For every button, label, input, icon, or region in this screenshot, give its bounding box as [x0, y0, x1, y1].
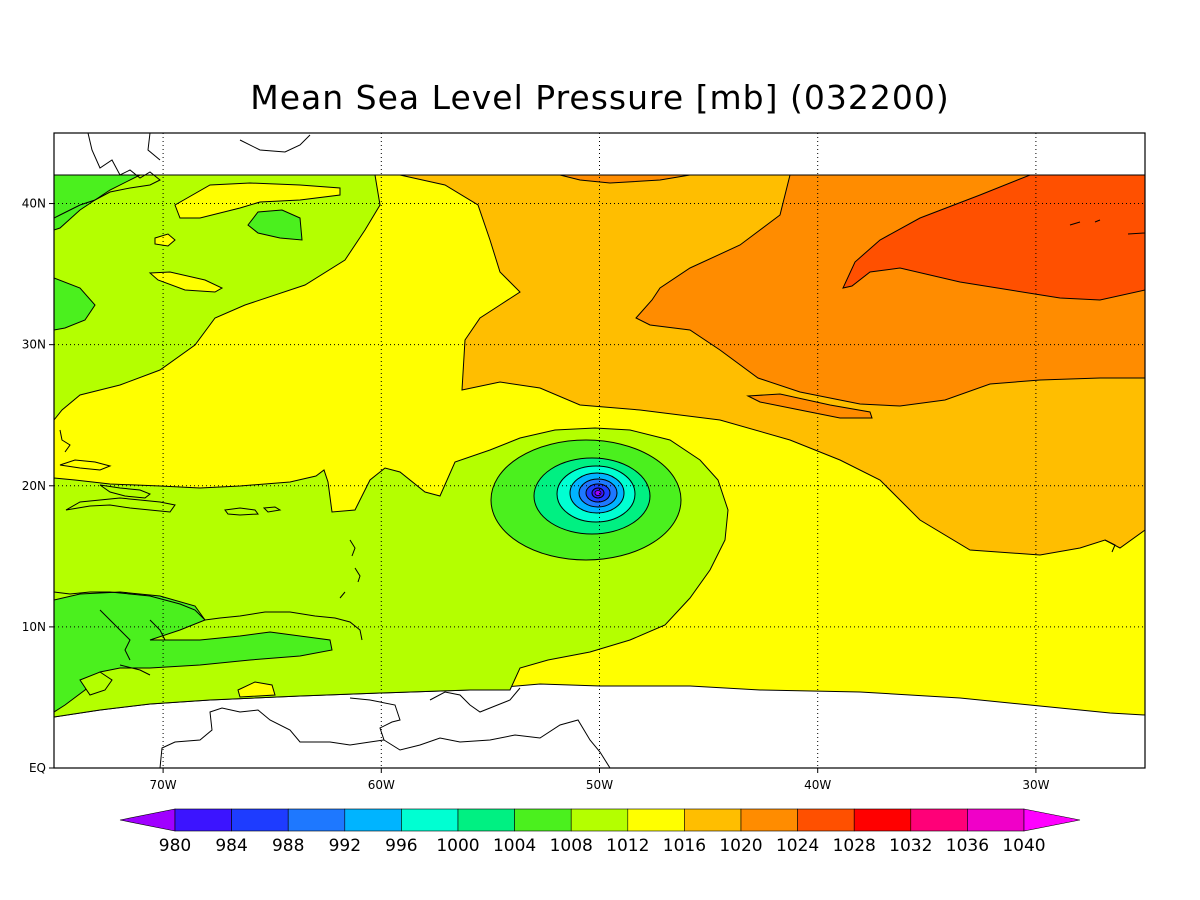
band-1024-1028 — [842, 174, 1145, 301]
colorbar-box — [570, 808, 629, 832]
colorbar-label: 1008 — [550, 836, 593, 856]
colorbar-label: 1024 — [776, 836, 819, 856]
low-center — [594, 490, 602, 496]
band-1012-pocket-2 — [154, 233, 176, 247]
band-1004-1008-nw3 — [54, 277, 96, 331]
colorbar-label: 1012 — [606, 836, 649, 856]
band-1012-pocket-3 — [174, 182, 341, 219]
y-tick-label: 10N — [22, 620, 46, 634]
colorbar-box — [231, 808, 289, 832]
colorbar-box — [401, 808, 459, 832]
colorbar-label: 1004 — [493, 836, 536, 856]
y-tick-label: 40N — [22, 197, 46, 211]
x-tick-label: 70W — [150, 778, 177, 792]
colorbar-box — [344, 808, 402, 832]
colorbar: 980 984 988 992 996 1000 1004 1008 1012 1016 1020 1… — [119, 808, 1081, 856]
colorbar-box — [627, 808, 685, 832]
colorbar-label: 1016 — [663, 836, 706, 856]
coastlines — [54, 133, 1145, 768]
band-1020-1024-north — [559, 174, 691, 184]
colorbar-label: 1020 — [719, 836, 762, 856]
colorbar-box — [740, 808, 798, 832]
colorbar-box — [287, 808, 346, 832]
x-tick-label: 40W — [804, 778, 831, 792]
colorbar-min-arrow — [119, 808, 176, 832]
x-tick-label: 50W — [586, 778, 613, 792]
colorbar-label: 996 — [385, 836, 417, 856]
colorbar-box — [514, 808, 572, 832]
colorbar-box — [910, 808, 968, 832]
y-tick-label: EQ — [29, 761, 46, 775]
colorbar-box — [797, 808, 855, 832]
colorbar-box — [967, 808, 1025, 832]
colorbar-box — [457, 808, 515, 832]
band-1004-1008-nw1 — [247, 209, 303, 241]
y-tick-label: 30N — [22, 338, 46, 352]
colorbar-label: 1036 — [946, 836, 989, 856]
colorbar-label: 1032 — [889, 836, 932, 856]
colorbar-label: 992 — [329, 836, 361, 856]
colorbar-max-arrow — [1023, 808, 1081, 832]
x-axis-ticks: 70W 60W 50W 40W 30W — [150, 768, 1050, 792]
y-axis-ticks: EQ 10N 20N 30N 40N — [22, 197, 54, 775]
colorbar-box — [174, 808, 232, 832]
x-tick-label: 30W — [1022, 778, 1049, 792]
x-tick-label: 60W — [368, 778, 395, 792]
band-1020-1024-spot — [746, 393, 873, 419]
chart-title: Mean Sea Level Pressure [mb] (032200) — [250, 78, 950, 117]
colorbar-box — [684, 808, 742, 832]
colorbar-label: 988 — [272, 836, 304, 856]
colorbar-label: 1000 — [436, 836, 479, 856]
colorbar-label: 1040 — [1002, 836, 1045, 856]
band-1008-1012-sw-pocket — [79, 671, 113, 696]
band-1004-1008-nw2 — [54, 174, 141, 231]
band-1012-sw-pocket — [237, 681, 276, 698]
colorbar-label: 980 — [159, 836, 191, 856]
y-tick-label: 20N — [22, 479, 46, 493]
colorbar-label: 1028 — [833, 836, 876, 856]
colorbar-label: 984 — [215, 836, 247, 856]
band-1012-pocket — [148, 271, 224, 293]
colorbar-box — [853, 808, 912, 832]
